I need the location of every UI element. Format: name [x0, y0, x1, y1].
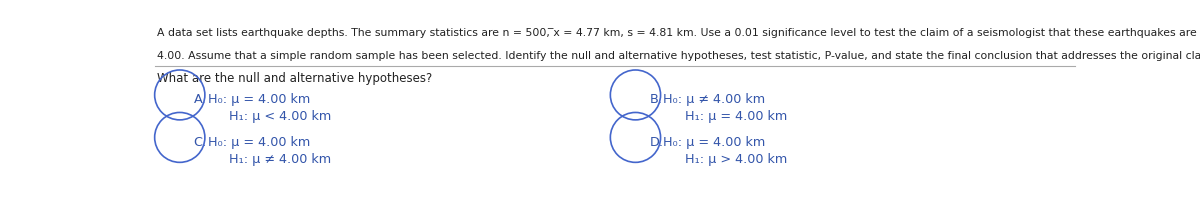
Text: H₁: μ ≠ 4.00 km: H₁: μ ≠ 4.00 km — [229, 152, 331, 165]
Text: H₁: μ < 4.00 km: H₁: μ < 4.00 km — [229, 110, 331, 123]
Text: 4.00. Assume that a simple random sample has been selected. Identify the null an: 4.00. Assume that a simple random sample… — [157, 51, 1200, 61]
Text: A.: A. — [193, 93, 206, 106]
Text: H₀: μ = 4.00 km: H₀: μ = 4.00 km — [208, 93, 310, 106]
Text: D.: D. — [649, 136, 664, 149]
Text: B.: B. — [649, 93, 662, 106]
Text: H₁: μ > 4.00 km: H₁: μ > 4.00 km — [685, 152, 787, 165]
Text: H₀: μ ≠ 4.00 km: H₀: μ ≠ 4.00 km — [664, 93, 766, 106]
Text: What are the null and alternative hypotheses?: What are the null and alternative hypoth… — [157, 72, 433, 85]
Text: C.: C. — [193, 136, 206, 149]
Text: A data set lists earthquake depths. The summary statistics are n = 500, ̅x = 4.7: A data set lists earthquake depths. The … — [157, 28, 1200, 38]
Text: H₀: μ = 4.00 km: H₀: μ = 4.00 km — [664, 136, 766, 149]
Text: H₁: μ = 4.00 km: H₁: μ = 4.00 km — [685, 110, 787, 123]
Text: H₀: μ = 4.00 km: H₀: μ = 4.00 km — [208, 136, 310, 149]
